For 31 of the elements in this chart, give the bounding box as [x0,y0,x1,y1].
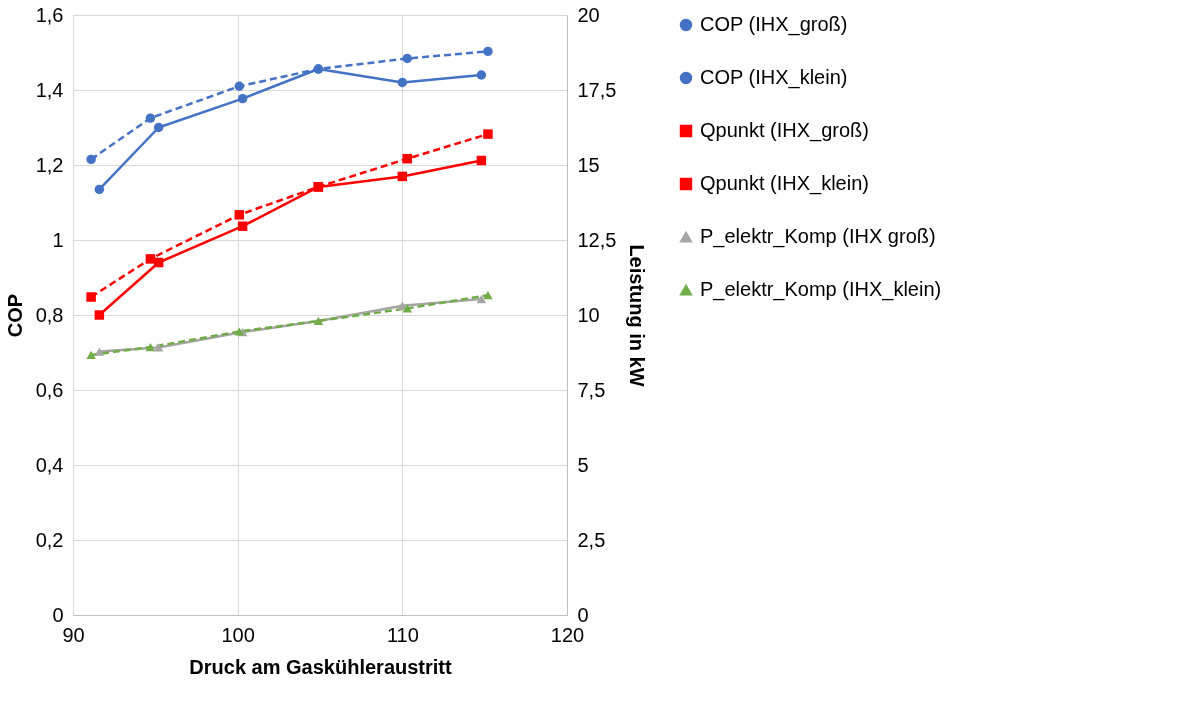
y-tick-label: 1,4 [35,78,64,101]
legend-label: Qpunkt (IHX_klein) [700,172,869,195]
y2-tick-label: 7,5 [577,378,606,401]
y2-tick-label: 0 [577,603,589,626]
y-axis-title: COP [3,293,26,338]
y2-tick-label: 5 [577,453,589,476]
legend-label: P_elektr_Komp (IHX_klein) [700,278,942,301]
legend-label: Qpunkt (IHX_groß) [700,119,869,142]
legend-label: COP (IHX_klein) [700,66,848,89]
x-tick-label: 90 [62,623,85,646]
y2-tick-label: 20 [577,3,600,26]
y-tick-label: 1 [52,228,64,251]
y-tick-label: 0,4 [35,453,64,476]
y2-tick-label: 12,5 [577,228,617,251]
y-tick-label: 1,2 [35,153,64,176]
y2-axis-title: Leistung in kW [626,244,649,387]
y-tick-label: 1,6 [35,3,64,26]
x-axis-title: Druck am Gaskühleraustritt [189,655,452,678]
legend-label: COP (IHX_groß) [700,13,848,36]
legend-label: P_elektr_Komp (IHX groß) [700,225,936,248]
y-tick-label: 0,6 [35,378,64,401]
y-tick-label: 0 [52,603,64,626]
x-tick-label: 120 [550,623,585,646]
x-tick-label: 100 [221,623,255,646]
y2-tick-label: 2,5 [577,528,606,551]
x-tick-label: 110 [386,623,419,646]
y-tick-label: 0,2 [35,528,64,551]
y2-tick-label: 15 [577,153,600,176]
y2-tick-label: 10 [577,303,600,326]
y2-tick-label: 17,5 [577,78,617,101]
y-tick-label: 0,8 [35,303,64,326]
